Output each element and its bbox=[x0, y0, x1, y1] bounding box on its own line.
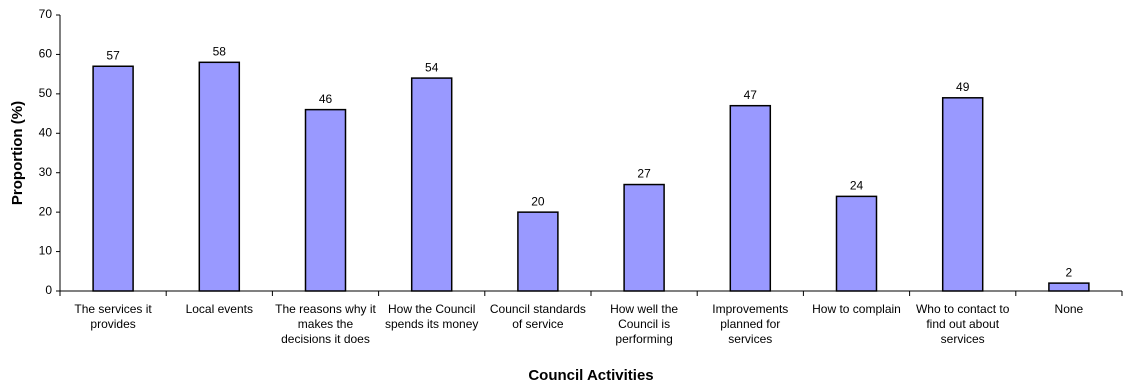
data-label: 2 bbox=[1066, 265, 1073, 279]
bar bbox=[198, 61, 241, 292]
bar bbox=[623, 183, 665, 292]
data-label: 27 bbox=[637, 167, 651, 181]
data-label: 46 bbox=[319, 92, 333, 106]
data-label: 58 bbox=[213, 44, 227, 58]
x-tick-label: Council standards of service bbox=[489, 302, 586, 331]
data-label: 49 bbox=[956, 80, 970, 94]
x-tick-label: How to complain bbox=[812, 302, 901, 316]
bar bbox=[729, 104, 772, 292]
y-tick-label: 60 bbox=[39, 47, 53, 61]
bar bbox=[410, 77, 453, 292]
x-tick-label: How well the Council is performing bbox=[610, 302, 679, 346]
data-label: 57 bbox=[106, 48, 120, 62]
y-tick-label: 70 bbox=[39, 7, 53, 21]
bar bbox=[517, 211, 559, 292]
x-axis-label: Council Activities bbox=[528, 367, 653, 384]
x-tick-label: The services it provides bbox=[74, 302, 152, 331]
bar bbox=[941, 97, 984, 292]
x-tick-label: Who to contact to find out about service… bbox=[915, 302, 1010, 346]
x-tick-label: How the Council spends its money bbox=[384, 302, 479, 331]
bar bbox=[835, 195, 878, 292]
data-label: 47 bbox=[744, 88, 758, 102]
y-tick-label: 20 bbox=[39, 204, 53, 218]
x-tick-label: Local events bbox=[185, 302, 253, 316]
bar bbox=[1048, 282, 1090, 292]
data-label: 54 bbox=[425, 60, 439, 74]
x-tick-label: Improvements planned for services bbox=[712, 302, 789, 346]
bar bbox=[304, 108, 347, 292]
bar bbox=[92, 65, 134, 292]
y-tick-label: 50 bbox=[39, 86, 53, 100]
y-axis-label: Proportion (%) bbox=[9, 101, 26, 205]
y-tick-label: 30 bbox=[39, 165, 53, 179]
y-tick-label: 10 bbox=[39, 244, 53, 258]
y-tick-label: 40 bbox=[39, 125, 53, 139]
x-tick-label: None bbox=[1054, 302, 1084, 316]
data-label: 20 bbox=[531, 194, 545, 208]
y-tick-label: 0 bbox=[45, 283, 52, 297]
x-tick-label: The reasons why it makes the decisions i… bbox=[275, 302, 376, 346]
data-label: 24 bbox=[850, 179, 864, 193]
